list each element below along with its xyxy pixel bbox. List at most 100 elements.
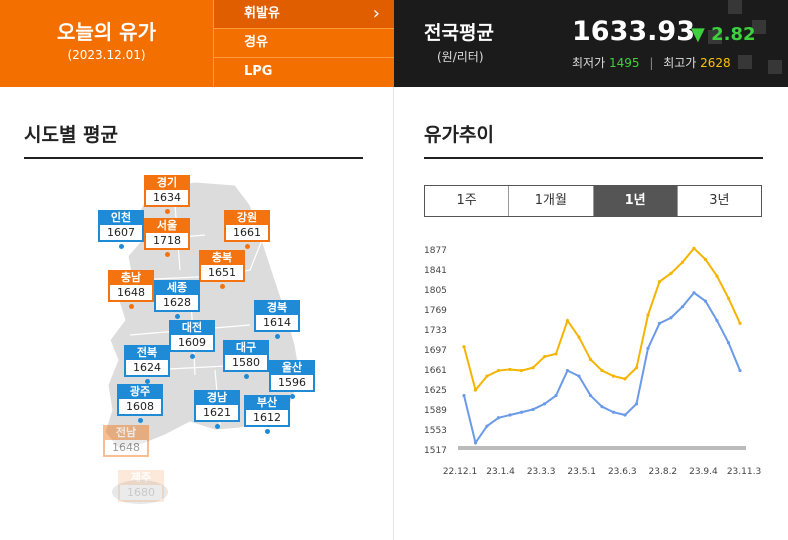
data-point[interactable]: [473, 388, 478, 392]
data-point[interactable]: [692, 246, 696, 250]
data-point[interactable]: [703, 257, 708, 262]
location-dot-icon: [138, 418, 143, 423]
region-name: 전남: [103, 425, 149, 440]
data-point[interactable]: [588, 393, 593, 398]
fuel-tab-label: 휘발유: [244, 6, 280, 21]
chevron-right-icon: ›: [372, 3, 380, 24]
data-point[interactable]: [496, 368, 501, 373]
data-point[interactable]: [508, 413, 512, 417]
region-seoul[interactable]: 서울 1718: [144, 218, 190, 257]
y-tick-label: 1661: [424, 366, 447, 376]
region-price: 1612: [244, 410, 290, 427]
data-point[interactable]: [519, 410, 524, 414]
region-chungnam[interactable]: 충남 1648: [108, 270, 154, 309]
location-dot-icon: [265, 429, 270, 434]
max-price: 2628: [700, 56, 731, 70]
data-point[interactable]: [462, 393, 466, 398]
data-point[interactable]: [715, 318, 719, 323]
data-point[interactable]: [726, 296, 731, 300]
series-line-0: [463, 246, 741, 393]
date-label: (2023.12.01): [67, 48, 146, 62]
data-point[interactable]: [611, 374, 616, 378]
data-point[interactable]: [565, 318, 570, 323]
data-point[interactable]: [680, 260, 685, 264]
data-point[interactable]: [669, 316, 673, 320]
x-tick-label: 23.5.1: [567, 467, 596, 477]
region-price: 1651: [199, 265, 245, 282]
region-jeonnam[interactable]: 전남 1648: [103, 425, 149, 457]
series-line-1: [463, 291, 741, 446]
data-point[interactable]: [611, 410, 616, 414]
data-point[interactable]: [726, 341, 731, 345]
fuel-tab-label: 경유: [244, 35, 268, 50]
data-point[interactable]: [565, 368, 570, 373]
data-point[interactable]: [473, 441, 478, 445]
region-gangwon[interactable]: 강원 1661: [224, 210, 270, 249]
tab-1-year[interactable]: 1년: [593, 186, 678, 216]
data-point[interactable]: [634, 366, 639, 370]
data-point[interactable]: [485, 374, 489, 378]
data-point[interactable]: [588, 357, 593, 362]
data-point[interactable]: [485, 424, 489, 428]
data-point[interactable]: [531, 407, 535, 412]
data-point[interactable]: [646, 346, 650, 350]
data-point[interactable]: [623, 377, 627, 381]
data-point[interactable]: [600, 368, 604, 373]
location-dot-icon: [245, 244, 250, 249]
regions-title: 시도별 평균: [24, 124, 119, 146]
data-point[interactable]: [462, 345, 466, 349]
tab-3-year[interactable]: 3년: [709, 193, 730, 208]
data-point[interactable]: [738, 368, 742, 373]
region-daegu[interactable]: 대구 1580: [223, 340, 269, 379]
data-point[interactable]: [738, 321, 742, 325]
fuel-tab-lpg[interactable]: LPG: [213, 58, 394, 87]
data-point[interactable]: [577, 374, 581, 378]
region-name: 경기: [144, 175, 190, 190]
data-point[interactable]: [680, 305, 685, 309]
region-jeonbuk[interactable]: 전북 1624: [124, 345, 170, 384]
data-point[interactable]: [577, 335, 581, 339]
fuel-tab-diesel[interactable]: 경유: [213, 29, 394, 58]
data-point[interactable]: [508, 367, 512, 372]
data-point[interactable]: [554, 393, 558, 398]
trend-title-underline: [424, 157, 763, 159]
data-point[interactable]: [554, 352, 558, 356]
national-average-panel: 전국평균 (원/리터) 1633.93 ▼ 2.82 최저가 1495 | 최고…: [394, 0, 788, 87]
tab-1-week[interactable]: 1주: [425, 186, 510, 216]
down-arrow-icon: ▼: [691, 24, 705, 45]
region-busan[interactable]: 부산 1612: [244, 395, 290, 434]
region-name: 경북: [254, 300, 300, 315]
data-point[interactable]: [496, 416, 501, 420]
data-point[interactable]: [542, 402, 547, 406]
data-point[interactable]: [542, 355, 547, 359]
data-point[interactable]: [519, 368, 524, 373]
region-jeju[interactable]: 제주 1680: [118, 470, 164, 502]
fuel-tab-gasoline[interactable]: 휘발유 ›: [213, 0, 394, 29]
price-change-value: 2.82: [711, 24, 756, 45]
tab-1-month[interactable]: 1개월: [509, 186, 594, 216]
region-gwangju[interactable]: 광주 1608: [117, 384, 163, 423]
data-point[interactable]: [715, 274, 719, 278]
region-chungbuk[interactable]: 충북 1651: [199, 250, 245, 289]
data-point[interactable]: [703, 299, 708, 303]
data-point[interactable]: [669, 271, 673, 275]
region-name: 전북: [124, 345, 170, 360]
region-gyeongnam[interactable]: 경남 1621: [194, 390, 240, 429]
region-daejeon[interactable]: 대전 1609: [169, 320, 215, 359]
data-point[interactable]: [692, 291, 696, 295]
data-point[interactable]: [600, 405, 604, 409]
region-price: 1634: [144, 190, 190, 207]
region-incheon[interactable]: 인천 1607: [98, 210, 144, 249]
data-point[interactable]: [634, 402, 639, 406]
region-name: 서울: [144, 218, 190, 233]
region-ulsan[interactable]: 울산 1596: [269, 360, 315, 399]
data-point[interactable]: [646, 313, 650, 317]
data-point[interactable]: [531, 366, 535, 370]
region-gyeonggi[interactable]: 경기 1634: [144, 175, 190, 214]
region-gyeongbuk[interactable]: 경북 1614: [254, 300, 300, 339]
data-point[interactable]: [657, 280, 662, 284]
region-sejong[interactable]: 세종 1628: [154, 280, 200, 319]
data-point[interactable]: [623, 413, 627, 417]
data-point[interactable]: [657, 321, 662, 325]
region-name: 대구: [223, 340, 269, 355]
